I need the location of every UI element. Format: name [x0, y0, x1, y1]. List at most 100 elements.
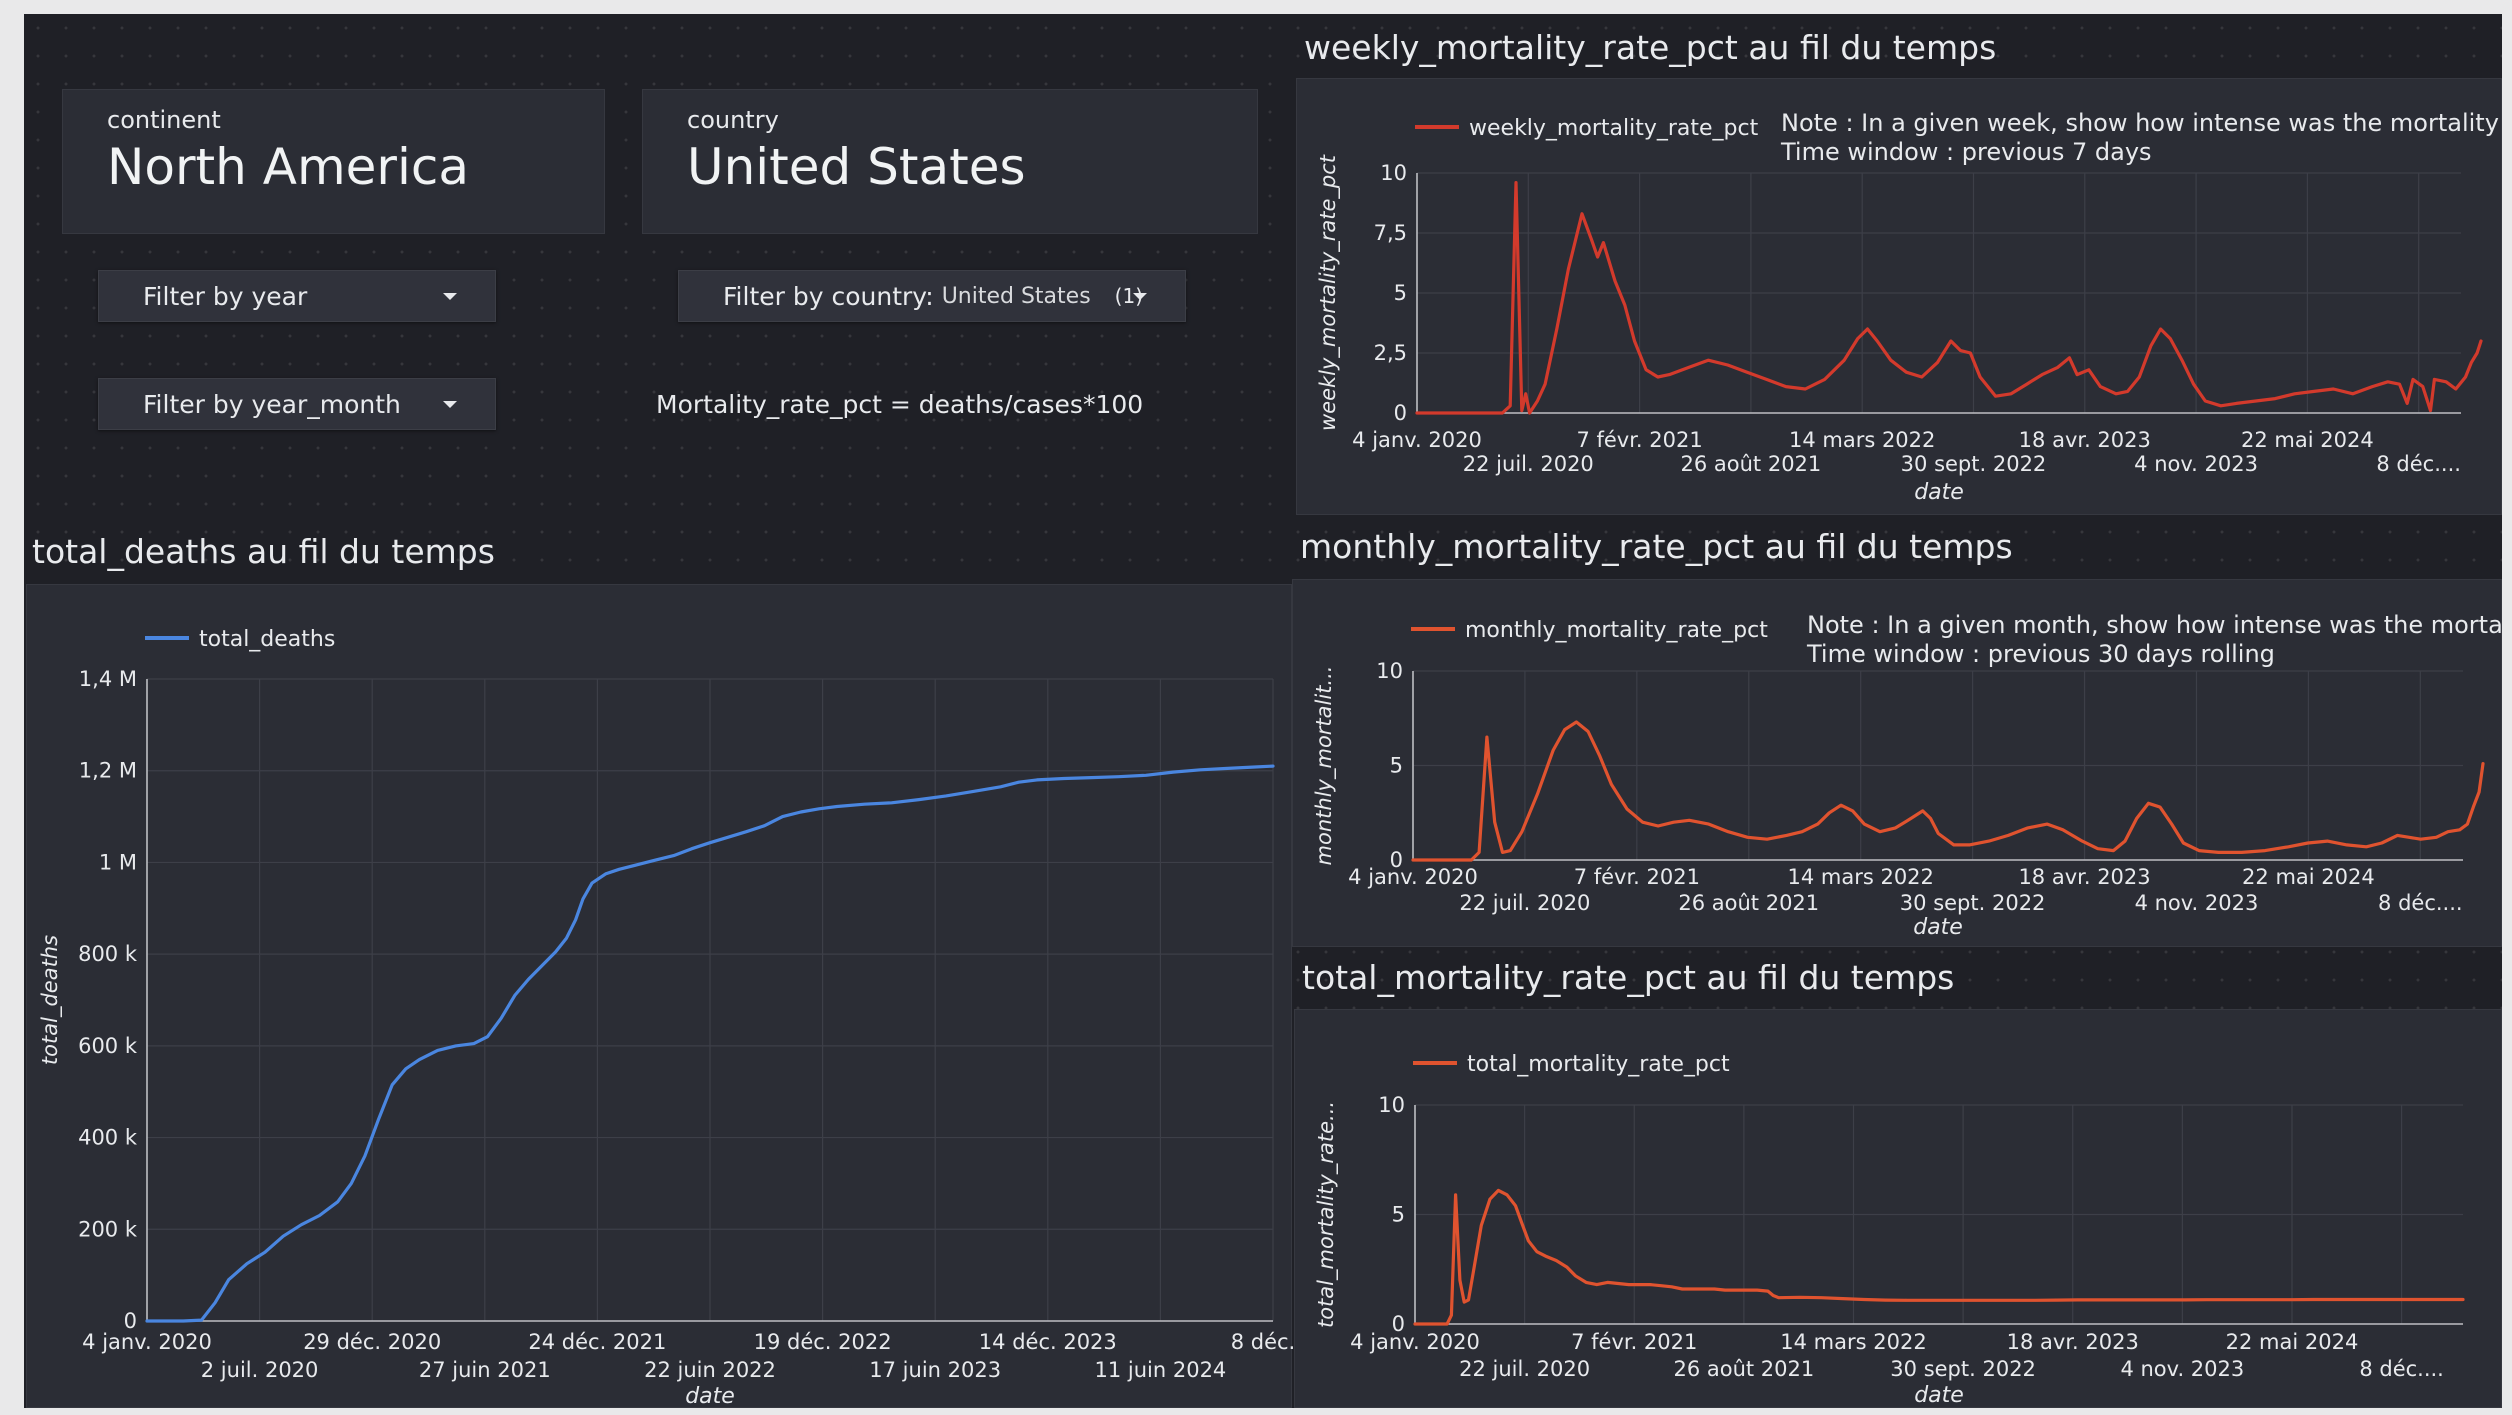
y-tick-label: 200 k — [78, 1217, 138, 1241]
legend-label: weekly_mortality_rate_pct — [1469, 116, 1759, 141]
legend-label: total_deaths — [199, 627, 335, 652]
x-tick-label: 24 déc. 2021 — [528, 1330, 666, 1354]
x-tick-label: 2 juil. 2020 — [201, 1358, 319, 1382]
x-axis-title: date — [1913, 915, 1963, 940]
series-line — [145, 764, 1275, 1323]
x-tick-label: 7 févr. 2021 — [1576, 428, 1702, 452]
x-tick-label: 8 déc.... — [2376, 452, 2461, 476]
x-tick-label: 18 avr. 2023 — [2019, 428, 2151, 452]
dashboard-canvas: continent North America country United S… — [24, 14, 2502, 1408]
chart-note: Note : In a given week, show how intense… — [1781, 109, 2499, 137]
y-tick-label: 600 k — [78, 1034, 138, 1058]
formula-text: Mortality_rate_pct = deaths/cases*100 — [656, 390, 1144, 419]
y-tick-label: 400 k — [78, 1126, 138, 1150]
x-tick-label: 19 déc. 2022 — [754, 1330, 892, 1354]
x-tick-label: 30 sept. 2022 — [1901, 452, 2047, 476]
y-axis-title: monthly_mortalit... — [1312, 666, 1337, 866]
filter-by-country-dropdown[interactable]: Filter by country: United States (1) — [678, 270, 1186, 322]
y-axis-title: total_mortality_rate... — [1314, 1101, 1339, 1328]
total-rate-chart-title: total_mortality_rate_pct au fil du temps — [1302, 958, 1955, 997]
grid — [146, 678, 1274, 1322]
y-tick-label: 1,2 M — [79, 759, 137, 783]
y-tick-label: 10 — [1376, 659, 1403, 683]
x-tick-label: 8 déc.... — [2359, 1357, 2444, 1381]
country-label: country — [687, 106, 779, 134]
x-tick-label: 8 déc.... — [1231, 1330, 1293, 1354]
y-tick-label: 0 — [1392, 1312, 1405, 1336]
continent-label: continent — [107, 106, 221, 134]
y-tick-label: 1,4 M — [79, 667, 137, 691]
weekly-chart: 0 2,5 5 7,5 10 4 janv. 2020 7 févr. 2021 14 mar… — [1316, 109, 2499, 505]
chart-note: Note : In a given month, show how intens… — [1807, 611, 2502, 639]
chart-note: Time window : previous 30 days rolling — [1806, 640, 2275, 668]
x-tick-label: 27 juin 2021 — [419, 1358, 551, 1382]
x-tick-label: 4 janv. 2020 — [1352, 428, 1482, 452]
legend: monthly_mortality_rate_pct — [1411, 618, 1768, 643]
continent-scorecard: continent North America — [62, 89, 605, 234]
monthly-chart: 0 5 10 4 janv. 2020 7 févr. 2021 14 mars 2022… — [1312, 611, 2502, 940]
legend: weekly_mortality_rate_pct — [1415, 116, 1759, 141]
continent-value: North America — [107, 138, 469, 196]
total-deaths-chart-panel: 0 200 k 400 k 600 k 800 k 1 M 1,2 M 1,4 M 4 janv… — [26, 584, 1293, 1408]
filter-by-year-month-label: Filter by year_month — [143, 389, 401, 419]
x-tick-label: 8 déc.... — [2378, 891, 2463, 915]
chart-note: Time window : previous 7 days — [1780, 138, 2152, 166]
legend: total_deaths — [145, 627, 335, 652]
x-tick-label: 4 nov. 2023 — [2135, 891, 2259, 915]
x-tick-label: 22 juil. 2020 — [1463, 452, 1594, 476]
x-tick-label: 22 juil. 2020 — [1459, 1357, 1590, 1381]
filter-by-country-selected: United States — [941, 283, 1091, 309]
y-tick-label: 5 — [1392, 1203, 1405, 1227]
total-deaths-chart: 0 200 k 400 k 600 k 800 k 1 M 1,2 M 1,4 M 4 janv… — [38, 627, 1293, 1408]
weekly-chart-title: weekly_mortality_rate_pct au fil du temp… — [1304, 28, 1997, 67]
x-tick-label: 30 sept. 2022 — [1890, 1357, 2036, 1381]
y-tick-label: 7,5 — [1374, 221, 1407, 245]
chevron-down-icon — [443, 401, 457, 408]
monthly-chart-panel: 0 5 10 4 janv. 2020 7 févr. 2021 14 mars 2022… — [1292, 579, 2502, 947]
y-tick-label: 0 — [1394, 401, 1407, 425]
x-tick-label: 22 mai 2024 — [2241, 428, 2374, 452]
y-tick-label: 800 k — [78, 942, 138, 966]
y-axis-title: weekly_mortality_rate_pct — [1316, 154, 1341, 431]
y-tick-label: 10 — [1378, 1093, 1405, 1117]
chevron-down-icon — [1133, 293, 1147, 300]
x-tick-label: 18 avr. 2023 — [2018, 865, 2150, 889]
x-tick-label: 26 août 2021 — [1673, 1357, 1814, 1381]
x-tick-label: 11 juin 2024 — [1094, 1358, 1226, 1382]
x-tick-label: 30 sept. 2022 — [1900, 891, 2046, 915]
x-tick-label: 18 avr. 2023 — [2007, 1330, 2139, 1354]
x-tick-label: 7 févr. 2021 — [1571, 1330, 1697, 1354]
legend-label: monthly_mortality_rate_pct — [1465, 618, 1768, 643]
x-tick-label: 7 févr. 2021 — [1574, 865, 1700, 889]
country-value: United States — [687, 138, 1026, 196]
series-line — [1413, 1188, 2465, 1326]
total-deaths-chart-title: total_deaths au fil du temps — [32, 532, 495, 571]
x-tick-label: 26 août 2021 — [1681, 452, 1822, 476]
filter-by-year-dropdown[interactable]: Filter by year — [98, 270, 496, 322]
monthly-chart-title: monthly_mortality_rate_pct au fil du tem… — [1300, 527, 2013, 566]
y-tick-label: 1 M — [99, 850, 137, 874]
x-tick-label: 17 juin 2023 — [869, 1358, 1001, 1382]
y-tick-label: 10 — [1380, 161, 1407, 185]
filter-by-year-month-dropdown[interactable]: Filter by year_month — [98, 378, 496, 430]
x-tick-label: 14 mars 2022 — [1780, 1330, 1926, 1354]
x-axis-title: date — [685, 1384, 735, 1408]
x-tick-label: 22 juin 2022 — [644, 1358, 776, 1382]
x-tick-label: 29 déc. 2020 — [303, 1330, 441, 1354]
x-axis-title: date — [1914, 1383, 1964, 1408]
grid — [1416, 172, 2461, 414]
y-tick-label: 2,5 — [1374, 341, 1407, 365]
total-rate-chart-panel: 0 5 10 4 janv. 2020 7 févr. 2021 14 mars 2022… — [1294, 1009, 2502, 1408]
x-tick-label: 22 mai 2024 — [2242, 865, 2375, 889]
filter-by-year-label: Filter by year — [143, 281, 308, 311]
x-tick-label: 14 déc. 2023 — [979, 1330, 1117, 1354]
y-axis-title: total_deaths — [38, 935, 63, 1065]
x-tick-label: 14 mars 2022 — [1789, 428, 1935, 452]
y-tick-label: 5 — [1394, 281, 1407, 305]
x-tick-label: 4 janv. 2020 — [1350, 1330, 1480, 1354]
x-tick-label: 4 janv. 2020 — [1348, 865, 1478, 889]
legend: total_mortality_rate_pct — [1413, 1052, 1730, 1077]
chevron-down-icon — [443, 293, 457, 300]
series-line — [1411, 720, 2485, 862]
x-tick-label: 14 mars 2022 — [1787, 865, 1933, 889]
